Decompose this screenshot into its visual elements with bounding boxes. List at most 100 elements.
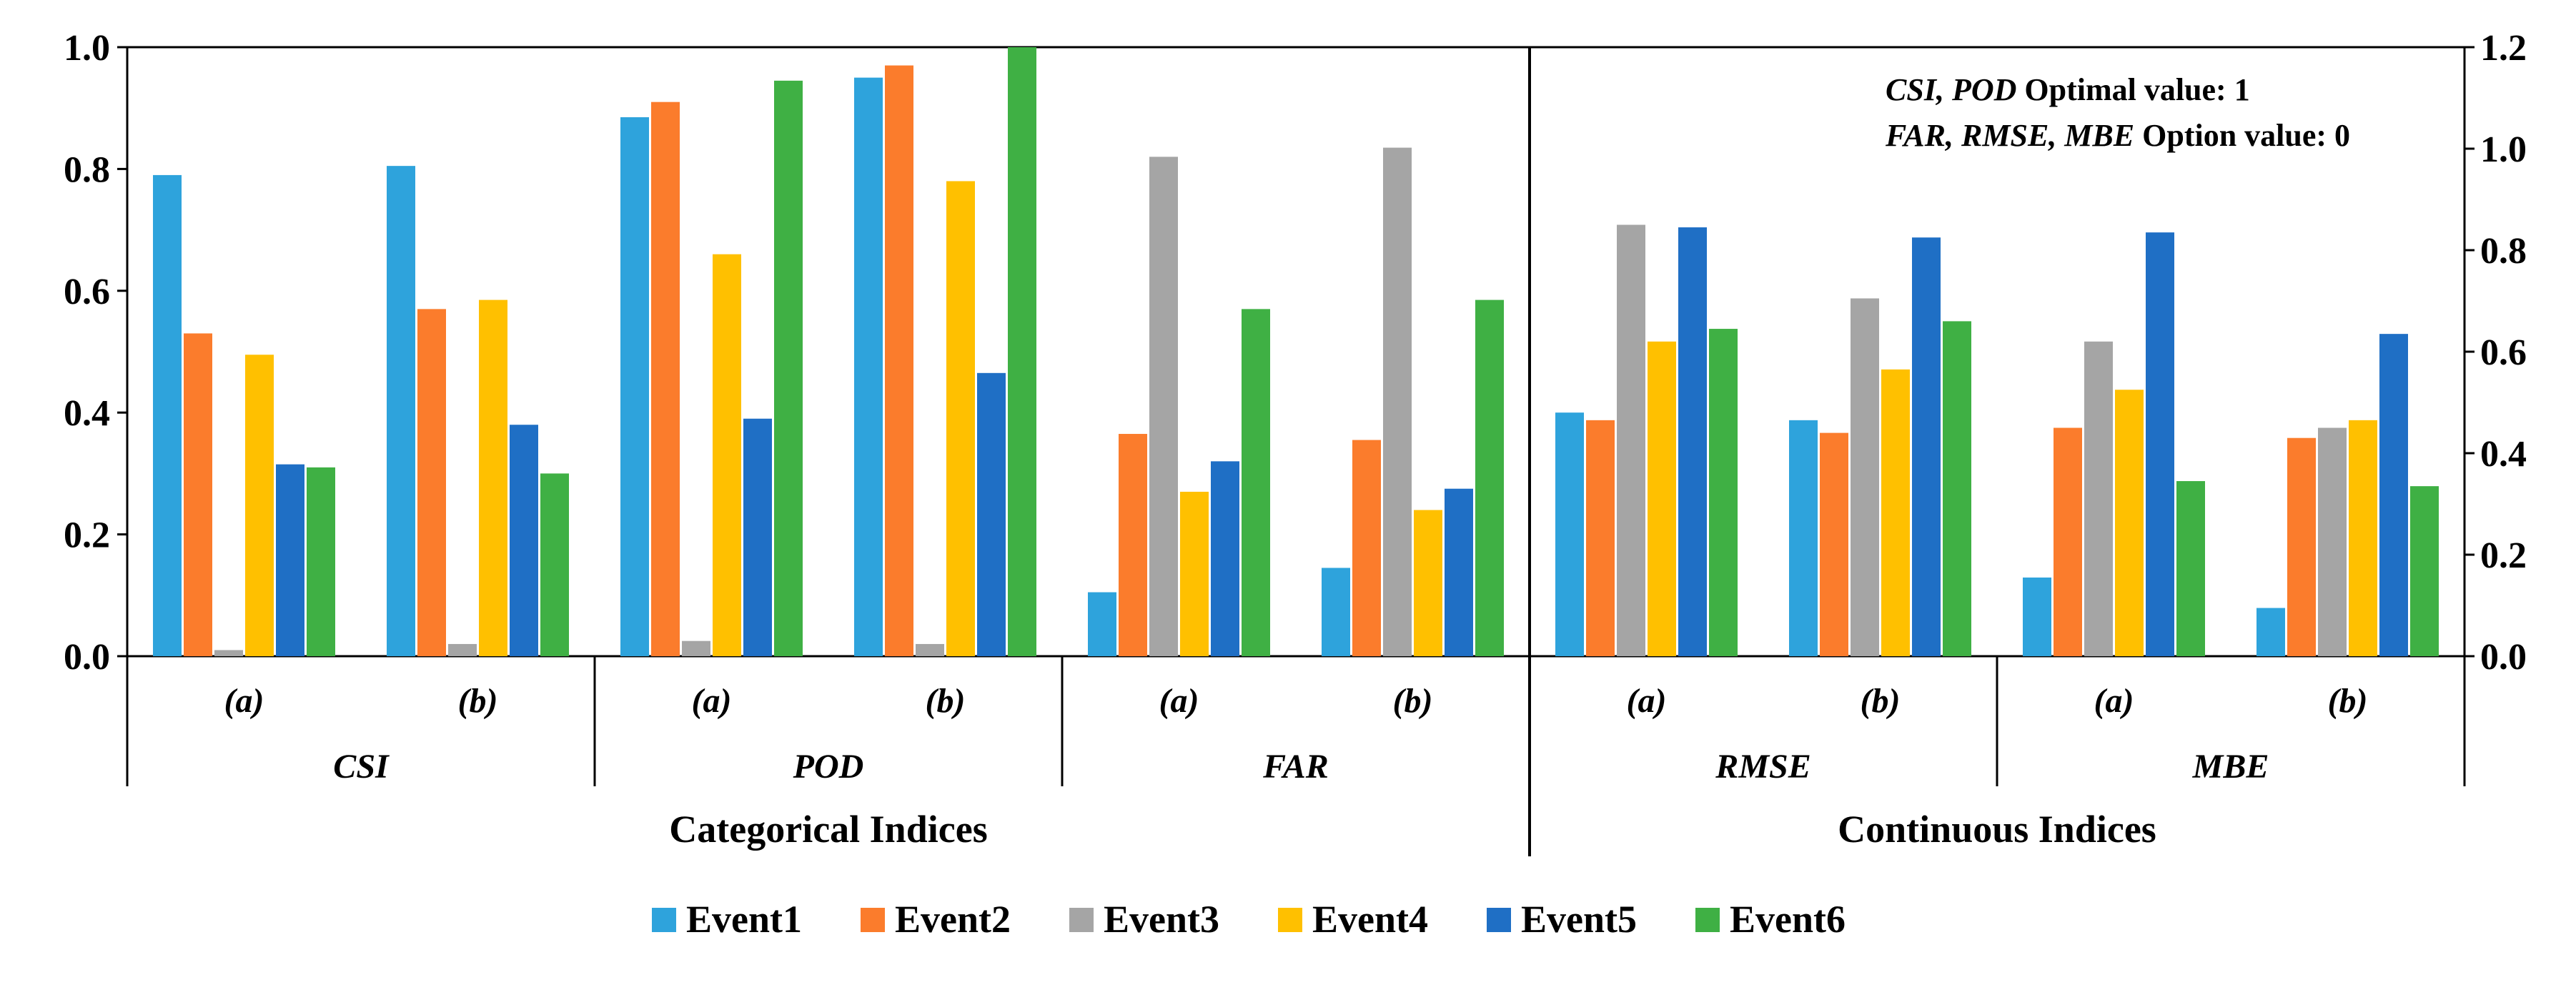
subgroup-label: (b) <box>926 682 966 720</box>
legend-label-event2: Event2 <box>895 898 1011 941</box>
bar-far-b-event1 <box>1322 568 1350 656</box>
group-label: MBE <box>2192 748 2269 786</box>
legend-swatch-event3 <box>1069 908 1094 932</box>
bar-far-b-event2 <box>1352 440 1381 656</box>
annotation-line: FAR, RMSE, MBE Option value: 0 <box>1885 118 2350 153</box>
bar-rmse-a-event4 <box>1648 341 1676 656</box>
bar-rmse-a-event3 <box>1617 224 1645 656</box>
bar-pod-b-event1 <box>854 77 883 657</box>
bar-pod-a-event4 <box>713 254 741 656</box>
bar-far-a-event3 <box>1149 157 1178 657</box>
right-tick-label: 0.6 <box>2480 332 2527 373</box>
bar-rmse-b-event3 <box>1851 298 1879 656</box>
bar-rmse-a-event1 <box>1555 412 1584 656</box>
bar-mbe-a-event5 <box>2146 232 2174 656</box>
bar-far-a-event4 <box>1180 491 1209 656</box>
group-label: CSI <box>333 748 390 786</box>
bar-rmse-b-event4 <box>1881 369 1910 656</box>
bar-csi-b-event3 <box>448 643 477 656</box>
subgroup-label: (b) <box>1393 682 1433 720</box>
subgroup-label: (a) <box>692 682 732 720</box>
bar-mbe-a-event1 <box>2023 577 2051 656</box>
bar-far-b-event5 <box>1445 488 1473 656</box>
bar-csi-b-event1 <box>387 166 415 656</box>
bars <box>153 47 2439 657</box>
legend-label-event1: Event1 <box>686 898 802 941</box>
left-tick-label: 0.2 <box>64 515 110 556</box>
bar-pod-a-event1 <box>620 117 649 657</box>
bar-far-a-event6 <box>1242 309 1270 656</box>
left-tick-label: 0.4 <box>64 393 110 434</box>
bar-pod-a-event2 <box>651 102 680 656</box>
bar-rmse-b-event6 <box>1943 321 1971 656</box>
left-tick-label: 1.0 <box>64 28 110 69</box>
bar-csi-a-event4 <box>245 355 274 656</box>
right-tick-label: 0.2 <box>2480 535 2527 576</box>
annotation-value: Option value: 0 <box>2134 118 2350 153</box>
bar-far-b-event3 <box>1383 147 1412 656</box>
legend-label-event3: Event3 <box>1104 898 1219 941</box>
group-label: FAR <box>1262 748 1329 786</box>
axis-labels: 0.0 0.2 0.4 0.6 0.8 1.0 0.0 0.2 0.4 0.6 0.8 1.0 1.2 (… <box>64 28 2527 851</box>
bar-csi-a-event6 <box>307 467 335 656</box>
bar-rmse-b-event1 <box>1789 420 1818 656</box>
bar-mbe-b-event5 <box>2379 334 2408 656</box>
legend-swatch-event4 <box>1278 908 1302 932</box>
right-tick-label: 1.2 <box>2480 28 2527 69</box>
subgroup-label: (a) <box>224 682 264 720</box>
section-label: Categorical Indices <box>669 808 987 851</box>
annotation-line: CSI, POD Optimal value: 1 <box>1886 72 2250 107</box>
subgroup-label: (b) <box>458 682 498 720</box>
left-tick-label: 0.6 <box>64 272 110 312</box>
annotation-value: Optimal value: 1 <box>2016 72 2249 107</box>
bar-pod-b-event6 <box>1008 47 1036 656</box>
bar-csi-b-event5 <box>510 425 538 656</box>
bar-csi-b-event2 <box>417 309 446 656</box>
subgroup-label: (a) <box>1627 682 1667 720</box>
bar-pod-b-event3 <box>916 643 944 656</box>
bar-far-b-event6 <box>1475 300 1504 656</box>
legend-swatch-event2 <box>861 908 885 932</box>
bar-pod-a-event6 <box>774 80 803 657</box>
bar-pod-b-event5 <box>977 372 1006 656</box>
bar-csi-b-event6 <box>540 473 569 656</box>
bar-mbe-a-event6 <box>2176 481 2205 656</box>
bar-mbe-a-event3 <box>2084 341 2113 656</box>
legend-label-event6: Event6 <box>1730 898 1846 941</box>
right-tick-label: 1.0 <box>2480 129 2527 170</box>
bar-mbe-b-event3 <box>2318 427 2347 656</box>
bar-rmse-a-event6 <box>1709 329 1738 656</box>
bar-csi-a-event3 <box>214 650 243 656</box>
left-tick-label: 0.0 <box>64 637 110 678</box>
bar-pod-b-event2 <box>885 65 913 656</box>
annotation-indices: CSI, POD <box>1886 72 2016 107</box>
bar-csi-a-event2 <box>184 333 212 656</box>
bar-csi-a-event5 <box>276 464 304 656</box>
bar-rmse-b-event2 <box>1820 432 1848 656</box>
subgroup-label: (a) <box>1159 682 1199 720</box>
subgroup-label: (b) <box>1861 682 1901 720</box>
bar-far-a-event1 <box>1088 592 1116 656</box>
legend-label-event5: Event5 <box>1521 898 1637 941</box>
bar-csi-b-event4 <box>479 300 507 656</box>
bar-mbe-a-event4 <box>2115 390 2144 656</box>
bar-pod-a-event5 <box>743 418 772 656</box>
annotation-indices: FAR, RMSE, MBE <box>1885 118 2134 153</box>
bar-rmse-a-event5 <box>1678 227 1707 656</box>
bar-csi-a-event1 <box>153 174 182 657</box>
bar-mbe-b-event4 <box>2349 420 2377 656</box>
bar-pod-a-event3 <box>682 640 710 656</box>
section-label: Continuous Indices <box>1838 808 2156 851</box>
subgroup-label: (b) <box>2328 682 2368 720</box>
bar-mbe-a-event2 <box>2054 427 2082 656</box>
axes <box>117 46 2475 856</box>
bar-mbe-b-event2 <box>2287 437 2316 656</box>
bar-rmse-b-event5 <box>1912 237 1941 656</box>
right-tick-label: 0.8 <box>2480 231 2527 272</box>
legend-label-event4: Event4 <box>1312 898 1428 941</box>
bar-mbe-b-event6 <box>2410 486 2439 656</box>
group-label: POD <box>793 748 864 786</box>
bar-far-b-event4 <box>1414 510 1442 656</box>
bar-rmse-a-event2 <box>1586 420 1615 656</box>
